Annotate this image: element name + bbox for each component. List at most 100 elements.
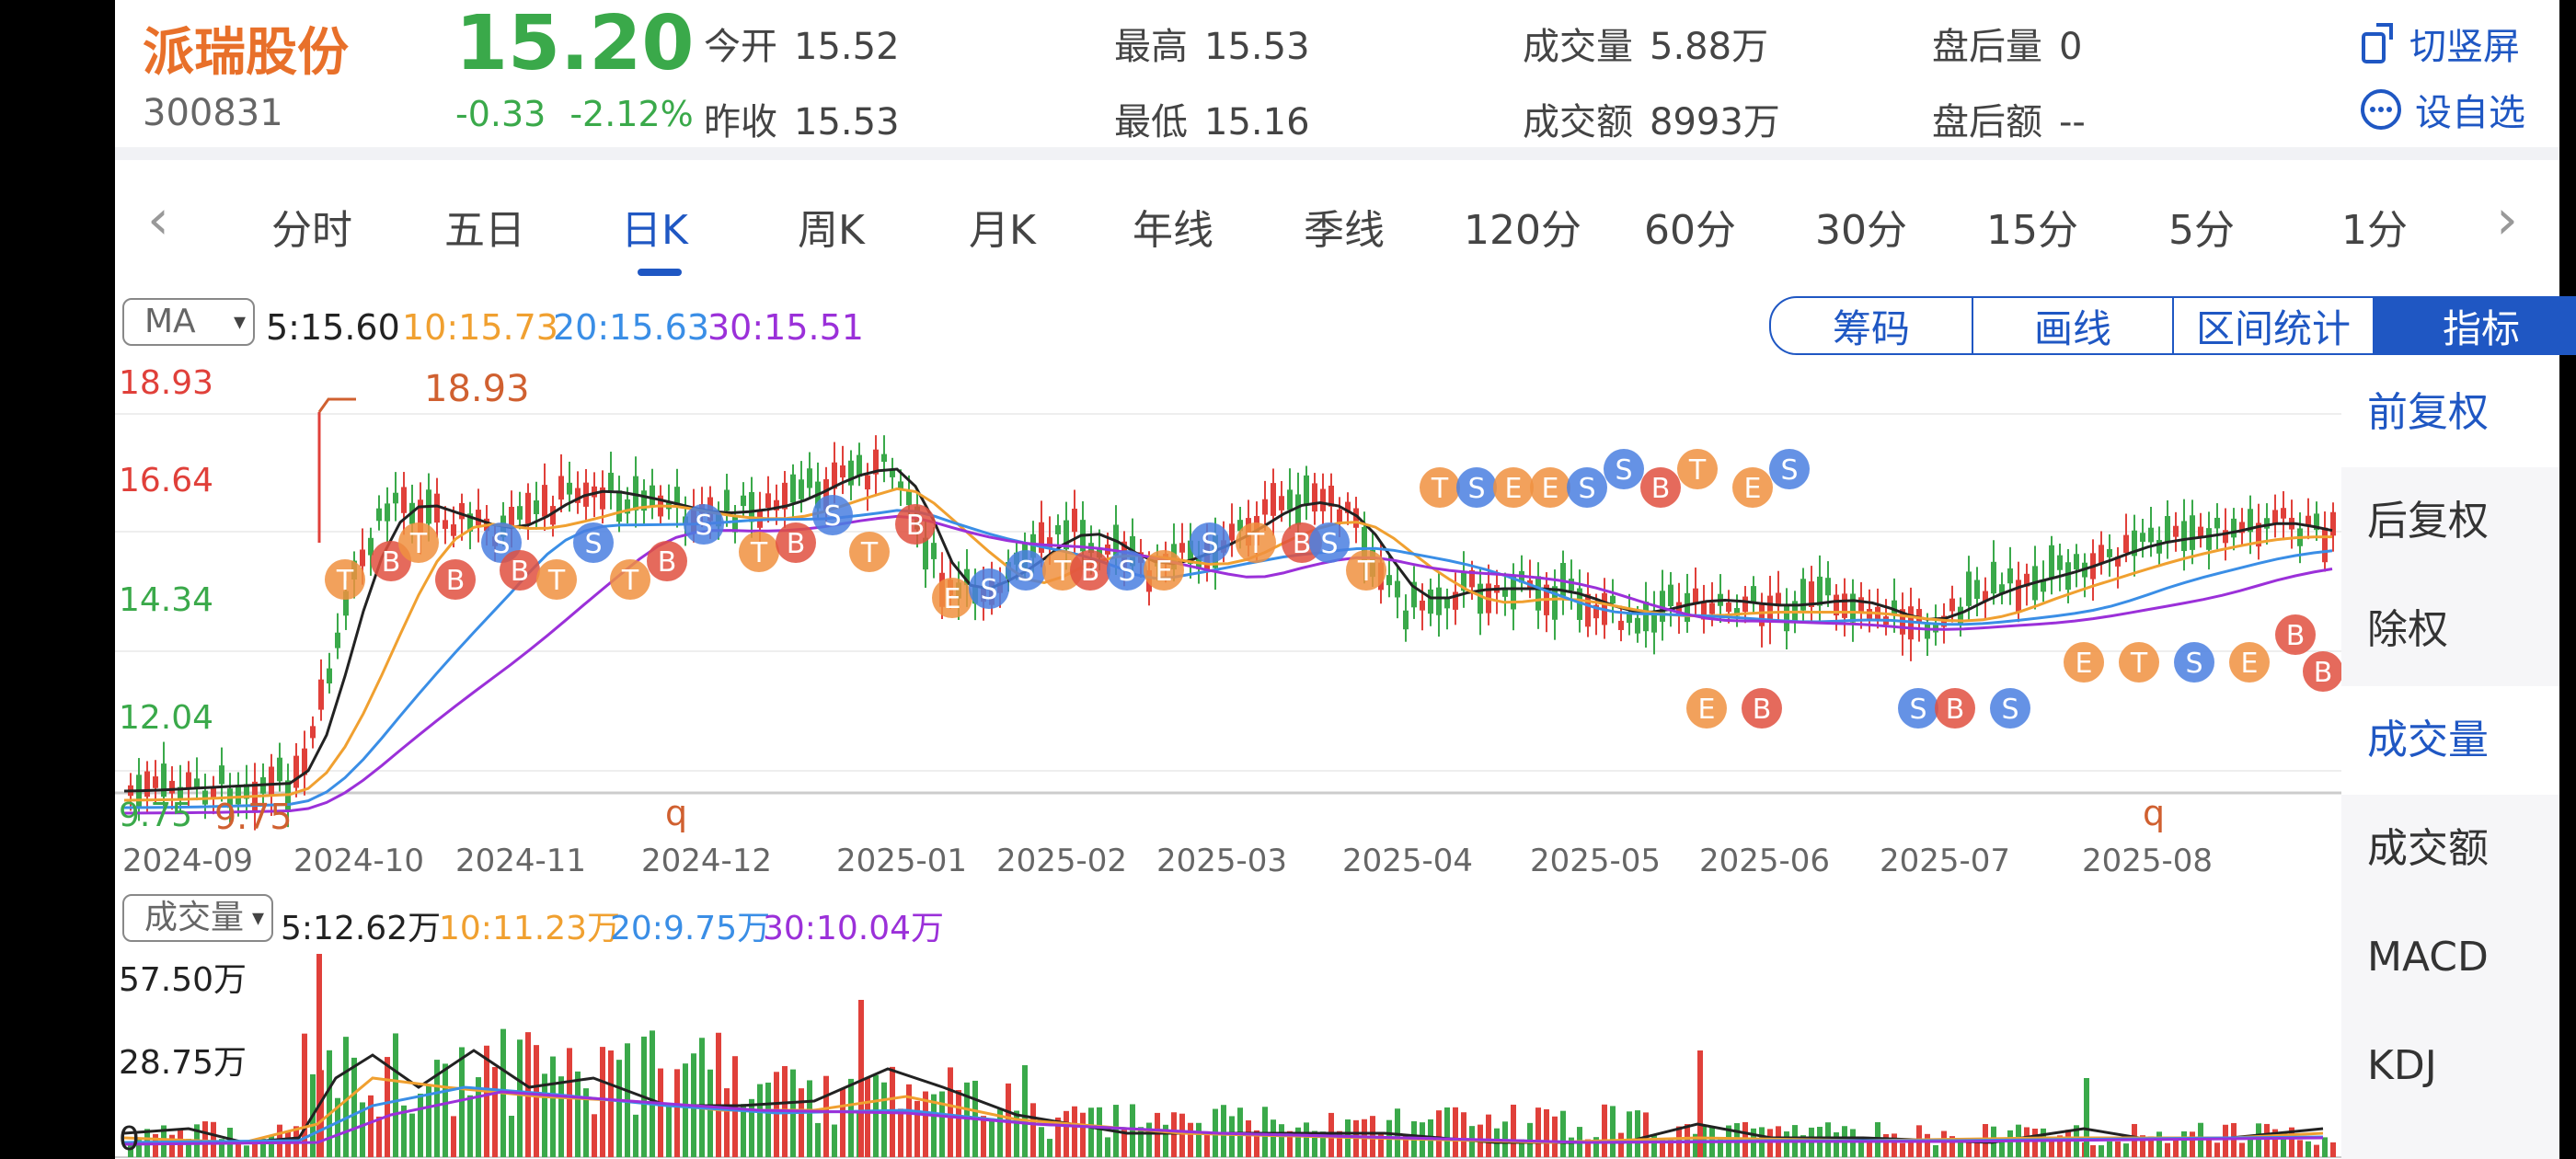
side-item-backward-adjust[interactable]: 后复权 (2367, 498, 2489, 545)
signal-label: T (1247, 528, 1265, 560)
signal-label: T (409, 528, 428, 560)
candle-body (393, 492, 398, 504)
volume-bar (799, 1088, 804, 1157)
volume-bar (1221, 1105, 1226, 1157)
volume-bar (1668, 1138, 1673, 1157)
signal-label: B (906, 510, 926, 542)
indicator-select[interactable]: MA (122, 298, 255, 346)
candle-body (2190, 515, 2195, 550)
candle-body (1436, 587, 1442, 615)
volume-chart[interactable] (115, 949, 2341, 1159)
candle-body (1420, 600, 1425, 611)
candle-body (1444, 599, 1450, 609)
tab-five-day[interactable]: 五日 (444, 207, 525, 254)
volume-bar (2041, 1128, 2046, 1157)
volume-bar (1511, 1104, 1516, 1157)
tab-quarterly[interactable]: 季线 (1304, 207, 1385, 254)
side-item-macd[interactable]: MACD (2367, 934, 2489, 981)
side-item-volume[interactable]: 成交量 (2341, 686, 2559, 795)
signal-bubble (1346, 550, 1386, 591)
tab-weekly-k[interactable]: 周K (798, 207, 865, 254)
signal-label: S (1320, 528, 1338, 560)
tab-monthly-k[interactable]: 月K (969, 207, 1036, 254)
date-label: 2024-12 (641, 843, 773, 879)
range-stats-button[interactable]: 区间统计 (2172, 296, 2375, 355)
candle-body (401, 487, 407, 513)
tab-60min[interactable]: 60分 (1644, 207, 1736, 254)
signal-label: S (2185, 648, 2202, 680)
candle-body (2248, 509, 2253, 533)
volume-bar (1610, 1106, 1616, 1157)
tab-daily-k[interactable]: 日K (621, 207, 688, 254)
candle-body (451, 524, 456, 536)
volume-bar (840, 1088, 845, 1157)
candle-body (1535, 576, 1541, 611)
add-watchlist-button[interactable]: 设自选 (2360, 83, 2525, 136)
candle-body (1651, 612, 1657, 633)
signal-label: E (1505, 473, 1523, 505)
tabs-next-icon[interactable]: › (2496, 188, 2518, 252)
volume-bar (858, 1000, 864, 1157)
price-axis-min: 9.75 (119, 797, 193, 834)
signal-label: B (1946, 694, 1965, 726)
volume-bar (2057, 1135, 2063, 1157)
candle-body (575, 488, 581, 503)
signal-bubble (739, 532, 779, 572)
signal-bubble (1493, 467, 1534, 508)
signal-label: B (2314, 657, 2333, 689)
tabs-prev-icon[interactable]: ‹ (147, 188, 169, 252)
volume-bar (393, 1033, 398, 1157)
after-volume-quote: 盘后量 0 (1932, 26, 2083, 68)
candle-body (335, 632, 340, 648)
stock-app: 派瑞股份 300831 15.20 -0.33 -2.12% 今开 15.52 昨收… (115, 0, 2576, 1159)
signal-label: S (1780, 454, 1798, 487)
chips-button[interactable]: 筹码 (1769, 296, 1973, 355)
side-item-ex-rights[interactable]: 除权 (2367, 606, 2448, 653)
candle-body (633, 476, 638, 511)
date-label: 2024-09 (122, 843, 254, 879)
draw-line-button[interactable]: 画线 (1972, 296, 2174, 355)
side-item-amount[interactable]: 成交额 (2367, 825, 2489, 872)
tab-yearly[interactable]: 年线 (1133, 207, 1213, 254)
signal-bubble (969, 568, 1009, 609)
indicator-button[interactable]: 指标 (2373, 296, 2576, 355)
volume-bar (316, 954, 322, 1157)
candle-body (318, 679, 324, 710)
candle-body (144, 771, 150, 798)
rotate-screen-button[interactable]: 切竖屏 (2360, 17, 2520, 70)
tab-1min[interactable]: 1分 (2341, 207, 2408, 254)
tab-intraday[interactable]: 分时 (271, 207, 352, 254)
candle-body (418, 499, 423, 534)
signal-bubble (500, 550, 540, 591)
candle-body (310, 726, 316, 739)
price-change: -0.33 -2.12% (455, 94, 718, 134)
candle-body (517, 506, 523, 520)
volume-indicator-select[interactable]: 成交量 (122, 894, 273, 942)
candle-body (1502, 589, 1508, 597)
tab-30min[interactable]: 30分 (1815, 207, 1907, 254)
candle-body (1229, 523, 1235, 541)
volume-bar (881, 1082, 887, 1157)
volume-bar (260, 1139, 266, 1157)
price-axis-1: 16.64 (119, 462, 214, 499)
volume-bar (2049, 1141, 2054, 1157)
signal-label: E (944, 583, 961, 615)
side-item-forward-adjust[interactable]: 前复权 (2341, 359, 2559, 467)
side-item-kdj[interactable]: KDJ (2367, 1042, 2437, 1089)
tab-15min[interactable]: 15分 (1986, 207, 2078, 254)
candle-body (741, 495, 746, 507)
volume-bar (1064, 1110, 1069, 1157)
volume-bar (981, 1116, 986, 1157)
candle-body (2007, 568, 2013, 584)
volume-bar (1188, 1122, 1193, 1157)
tab-120min[interactable]: 120分 (1464, 207, 1581, 254)
volume-bar (542, 1073, 547, 1157)
candle-body (1262, 499, 1268, 515)
signal-label: E (1156, 556, 1173, 588)
candle-body (898, 481, 903, 490)
tab-5min[interactable]: 5分 (2168, 207, 2235, 254)
screen-edge-right (2559, 0, 2576, 1159)
signal-bubble (1604, 449, 1644, 489)
volume-bar (1850, 1129, 1856, 1157)
